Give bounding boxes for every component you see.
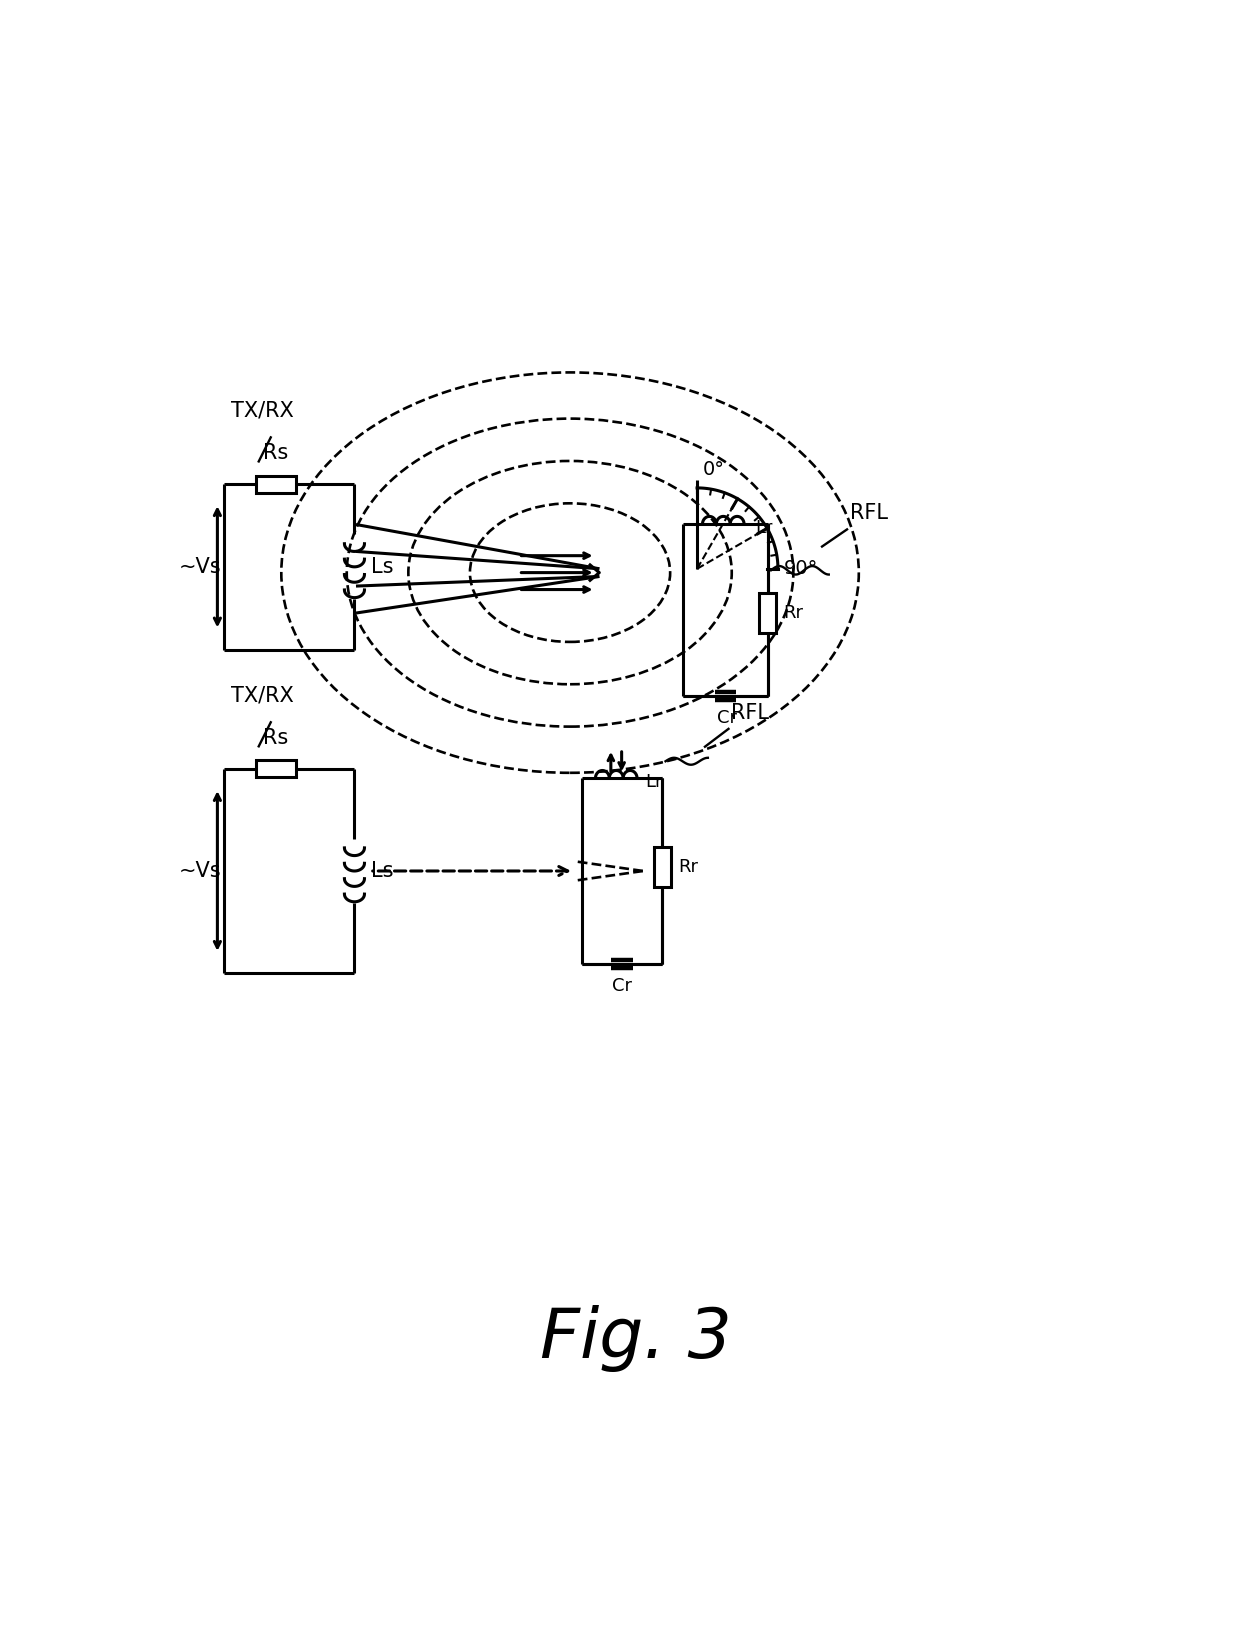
Text: RFL: RFL xyxy=(851,503,888,523)
Bar xyxy=(759,593,776,634)
Text: Fig. 3: Fig. 3 xyxy=(539,1306,732,1373)
FancyArrowPatch shape xyxy=(215,510,221,624)
Bar xyxy=(653,846,671,887)
Text: TX/RX: TX/RX xyxy=(231,400,294,422)
Text: 0°: 0° xyxy=(703,459,724,479)
Text: Cr: Cr xyxy=(613,977,632,995)
Text: Lr: Lr xyxy=(755,520,773,538)
Text: 90°: 90° xyxy=(784,559,817,578)
FancyArrowPatch shape xyxy=(521,587,589,593)
Text: Rr: Rr xyxy=(784,605,804,623)
Text: Rr: Rr xyxy=(678,858,698,876)
Text: ~Vs: ~Vs xyxy=(179,557,222,577)
Bar xyxy=(255,475,296,492)
FancyArrowPatch shape xyxy=(373,866,568,876)
Text: TX/RX: TX/RX xyxy=(231,686,294,706)
Bar xyxy=(255,760,296,778)
FancyArrowPatch shape xyxy=(215,794,221,948)
Text: Ls: Ls xyxy=(372,861,394,881)
Text: RFL: RFL xyxy=(732,703,769,722)
FancyArrowPatch shape xyxy=(608,755,614,771)
Text: Lr: Lr xyxy=(646,773,663,791)
Text: Rs: Rs xyxy=(263,443,289,464)
FancyArrowPatch shape xyxy=(521,552,589,559)
Text: Cr: Cr xyxy=(717,709,737,727)
FancyArrowPatch shape xyxy=(521,570,589,575)
FancyArrowPatch shape xyxy=(619,752,625,768)
Text: ~Vs: ~Vs xyxy=(179,861,222,881)
Text: Rs: Rs xyxy=(263,729,289,748)
Text: Ls: Ls xyxy=(372,557,394,577)
